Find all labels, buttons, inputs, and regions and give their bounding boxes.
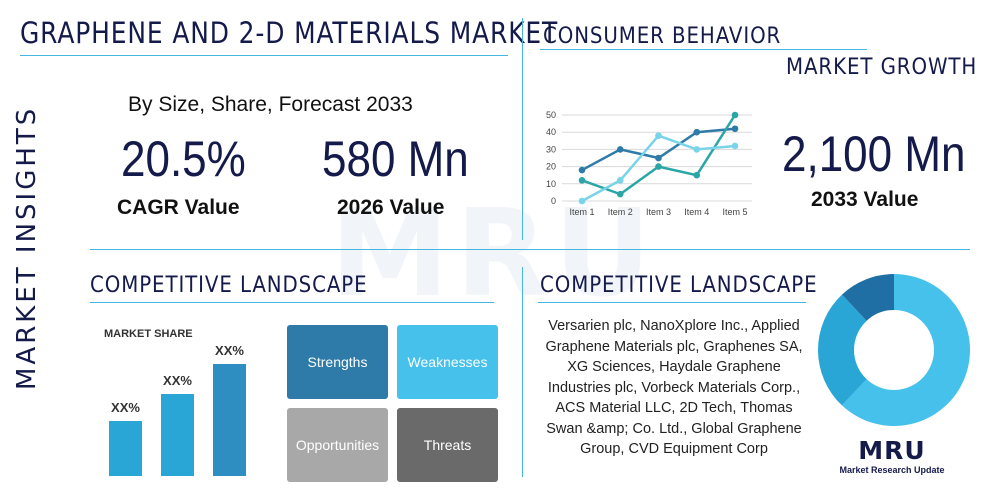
swot-strengths: Strengths bbox=[287, 325, 388, 399]
y-tick-label: 10 bbox=[546, 179, 556, 189]
competitive-landscape-right-heading: COMPETITIVE LANDSCAPE bbox=[540, 273, 818, 298]
side-label: MARKET INSIGHTS bbox=[12, 105, 42, 390]
series-point bbox=[731, 142, 739, 150]
y-tick-label: 20 bbox=[546, 162, 556, 172]
x-tick-label: Item 5 bbox=[722, 207, 747, 217]
divider-vertical-bottom bbox=[522, 267, 523, 477]
x-tick-label: Item 4 bbox=[684, 207, 709, 217]
x-tick-label: Item 2 bbox=[608, 207, 633, 217]
competitive-landscape-left-underline bbox=[90, 302, 494, 303]
divider-vertical-top bbox=[522, 18, 523, 240]
series-point bbox=[578, 197, 586, 205]
series-point bbox=[616, 146, 624, 153]
y-tick-label: 30 bbox=[546, 144, 556, 154]
x-tick-label: Item 1 bbox=[569, 207, 594, 217]
market-growth-heading: MARKET GROWTH bbox=[786, 55, 978, 80]
bar-data-label: XX% bbox=[215, 343, 244, 358]
series-line-2 bbox=[581, 114, 737, 196]
logo: MRU Market Research Update bbox=[832, 436, 952, 476]
consumer-behavior-heading: CONSUMER BEHAVIOR bbox=[543, 24, 782, 49]
series-point bbox=[655, 154, 662, 162]
value-2033: 2,100 Mn bbox=[782, 126, 966, 182]
series-point bbox=[693, 128, 701, 136]
bar bbox=[109, 421, 142, 476]
series-point bbox=[731, 125, 739, 133]
cagr-value: 20.5% bbox=[121, 131, 246, 187]
series-point bbox=[693, 171, 701, 179]
bar-chart: XX% XX% XX% bbox=[0, 0, 246, 476]
label-2033: 2033 Value bbox=[811, 188, 919, 211]
series-point bbox=[578, 177, 586, 184]
label-2026: 2026 Value bbox=[337, 196, 445, 219]
x-tick-label: Item 3 bbox=[646, 207, 671, 217]
title-underline bbox=[20, 55, 508, 56]
y-tick-label: 50 bbox=[546, 110, 556, 120]
swot-weaknesses: Weaknesses bbox=[397, 325, 498, 399]
series-point bbox=[731, 111, 739, 119]
series-point bbox=[616, 177, 624, 184]
value-2026: 580 Mn bbox=[322, 131, 469, 187]
market-share-label: MARKET SHARE bbox=[104, 328, 193, 340]
logo-mark: MRU bbox=[858, 436, 926, 465]
page-title: GRAPHENE AND 2-D MATERIALS MARKET bbox=[20, 16, 559, 50]
divider-horizontal bbox=[90, 249, 970, 250]
line-chart: 0 10 20 30 40 50 Item 1 Item 2 Item 3 Item 4 Item … bbox=[546, 110, 752, 217]
series-point bbox=[616, 190, 624, 198]
series-point bbox=[655, 163, 662, 170]
series-point bbox=[693, 146, 701, 153]
bar-data-label: XX% bbox=[163, 373, 192, 389]
donut-slice bbox=[818, 294, 867, 406]
donut-slice bbox=[841, 274, 894, 321]
swot-threats: Threats bbox=[397, 408, 498, 482]
donut-slice bbox=[841, 274, 970, 426]
competitive-landscape-right-underline bbox=[538, 302, 806, 303]
swot-opportunities: Opportunities bbox=[287, 408, 388, 482]
company-list: Versarien plc, NanoXplore Inc., Applied … bbox=[545, 318, 803, 457]
watermark: MRU bbox=[330, 185, 658, 324]
y-tick-label: 40 bbox=[546, 127, 556, 137]
y-tick-label: 0 bbox=[551, 196, 556, 206]
competitive-landscape-left-heading: COMPETITIVE LANDSCAPE bbox=[90, 273, 368, 298]
consumer-behavior-underline bbox=[540, 49, 867, 50]
bar bbox=[213, 364, 246, 476]
logo-name: Market Research Update bbox=[839, 465, 945, 475]
series-point bbox=[578, 166, 586, 174]
donut-chart bbox=[818, 274, 970, 426]
cagr-label: CAGR Value bbox=[117, 196, 240, 219]
series-point bbox=[655, 132, 662, 139]
bar bbox=[161, 394, 194, 476]
subtitle: By Size, Share, Forecast 2033 bbox=[128, 93, 413, 116]
bar-data-label: XX% bbox=[111, 400, 140, 416]
